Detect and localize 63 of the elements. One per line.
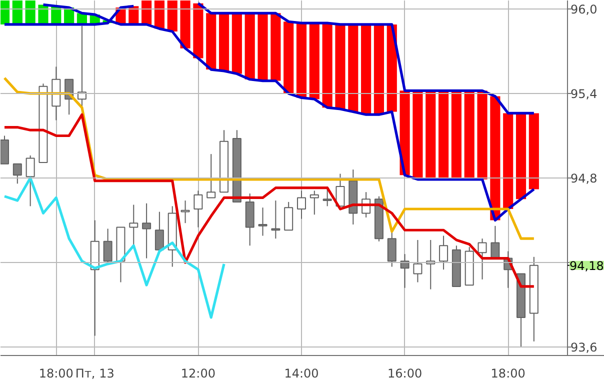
candlestick [336, 173, 345, 207]
x-tick-label: Пт, 13 [75, 366, 114, 380]
x-tick-label: 12:00 [180, 366, 216, 380]
bar [180, 0, 190, 48]
y-tick-label: 93,6 [570, 340, 598, 355]
bar [516, 113, 526, 200]
bar [309, 23, 320, 100]
candlestick [103, 228, 112, 264]
x-tick-label: 18:00 [490, 366, 526, 380]
y-tick-label: 94,8 [570, 172, 598, 186]
candlestick [258, 207, 268, 236]
bar [244, 13, 255, 80]
candlestick [26, 154, 35, 207]
candlestick [142, 202, 152, 259]
bar [218, 13, 230, 71]
bar [167, 0, 178, 32]
y-tick-label: 95,4 [570, 86, 598, 101]
x-tick-label: 14:00 [284, 366, 319, 380]
text: 94,18 [570, 258, 604, 273]
line-series [3, 113, 536, 288]
candlestick [129, 204, 138, 246]
bar [464, 90, 474, 180]
bar [477, 90, 488, 180]
bar [490, 96, 500, 220]
candlestick [413, 239, 422, 283]
candlestick [180, 200, 190, 224]
line-series [3, 76, 536, 240]
bar [296, 23, 307, 98]
bar [142, 0, 152, 24]
bar [412, 90, 423, 180]
candlestick [439, 235, 448, 270]
bar [348, 24, 358, 112]
bar [451, 90, 462, 180]
candlestick [271, 200, 280, 240]
candlestick [12, 163, 22, 184]
bar [335, 24, 346, 109]
bar [206, 13, 216, 70]
x-tick-label: 16:00 [388, 366, 422, 380]
candlestick [0, 135, 10, 164]
candlestick [154, 211, 164, 250]
bar [374, 24, 384, 115]
candlestick [478, 238, 487, 280]
bar [322, 23, 332, 108]
candlestick [310, 190, 319, 216]
y-tick-label: 96,0 [570, 2, 598, 16]
bar [0, 0, 10, 24]
candlestick [296, 190, 306, 220]
bar [284, 22, 294, 94]
bar [154, 0, 164, 29]
bar [232, 13, 242, 74]
bar [361, 24, 372, 115]
candlestick [284, 201, 294, 231]
bar [400, 90, 410, 176]
bar [528, 113, 539, 190]
bar [503, 113, 514, 209]
bar [438, 90, 449, 180]
x-tick-label: 18:00 [38, 366, 74, 380]
bar [193, 3, 204, 58]
candlestick [194, 190, 203, 228]
bar [270, 13, 281, 81]
bar [258, 13, 268, 81]
candlestick [206, 154, 216, 198]
bar [426, 90, 436, 180]
